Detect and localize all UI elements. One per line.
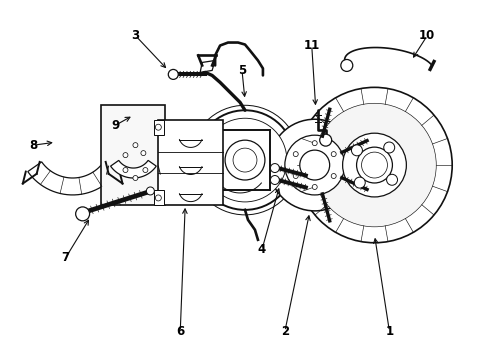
Circle shape [270,163,279,172]
Circle shape [330,174,336,179]
Circle shape [354,177,365,188]
Text: 8: 8 [30,139,38,152]
Text: 11: 11 [303,39,319,52]
Text: 10: 10 [418,29,434,42]
Circle shape [299,150,329,180]
Circle shape [76,207,89,221]
Text: 4: 4 [257,243,265,256]
Text: 1: 1 [385,325,393,338]
Polygon shape [110,161,156,178]
Circle shape [312,103,435,227]
Circle shape [122,167,128,172]
Circle shape [133,176,138,180]
Circle shape [233,148,256,172]
Circle shape [312,141,317,146]
Circle shape [141,150,145,156]
Bar [101,105,165,205]
Circle shape [133,143,138,148]
Circle shape [142,167,147,172]
Bar [158,120,223,205]
Text: 9: 9 [111,119,120,132]
Text: 5: 5 [237,64,245,77]
Circle shape [195,110,294,210]
Circle shape [293,174,298,179]
Circle shape [330,152,336,157]
Text: 2: 2 [280,325,288,338]
Text: 7: 7 [61,251,70,264]
Circle shape [386,174,397,185]
Circle shape [155,195,161,201]
Polygon shape [28,162,117,195]
Circle shape [351,145,362,156]
Circle shape [268,119,360,211]
Circle shape [356,147,392,183]
Circle shape [168,69,178,80]
Circle shape [203,118,286,202]
Circle shape [285,135,344,195]
Circle shape [383,142,394,153]
Bar [154,120,164,135]
Circle shape [342,133,406,197]
Circle shape [319,134,331,146]
Circle shape [340,59,352,71]
Circle shape [312,184,317,189]
Circle shape [270,176,279,184]
Circle shape [155,124,161,130]
Circle shape [146,187,154,195]
Circle shape [361,152,386,178]
Circle shape [296,87,451,243]
Text: 3: 3 [131,29,139,42]
Text: 6: 6 [176,325,184,338]
Circle shape [224,140,264,180]
Bar [154,190,164,205]
Circle shape [122,153,128,158]
Polygon shape [200,60,215,72]
Circle shape [293,152,298,157]
